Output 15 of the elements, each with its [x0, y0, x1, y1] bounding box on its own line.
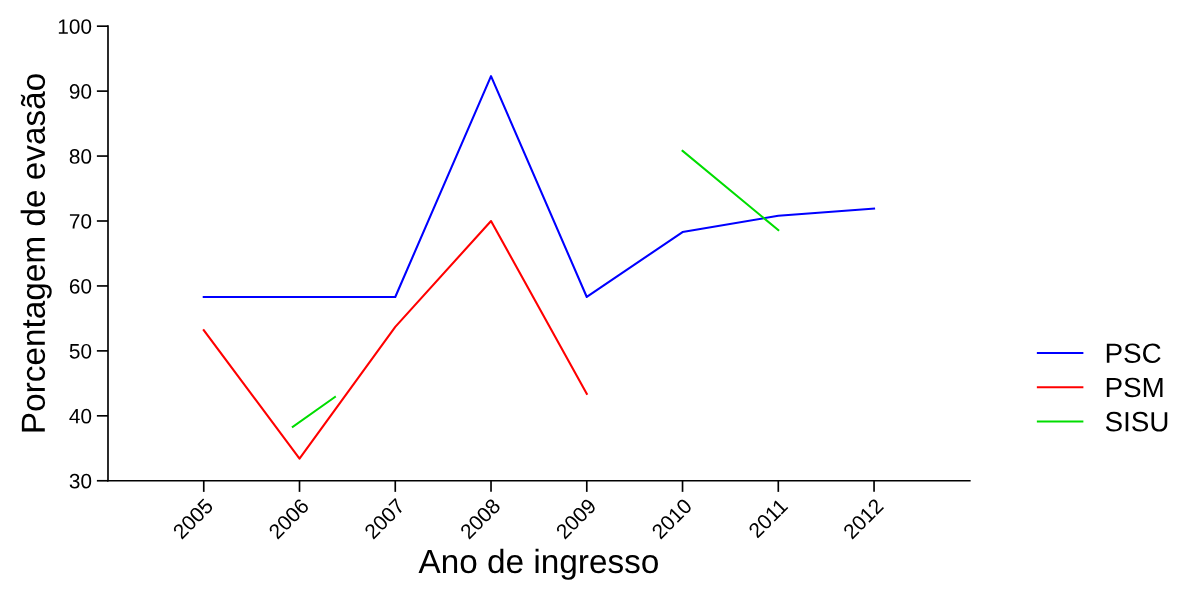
y-tick-label: 80	[69, 149, 92, 164]
y-tick-label: 30	[69, 473, 92, 489]
legend-label: PSC	[1106, 343, 1161, 364]
y-tick-label: 40	[69, 408, 92, 424]
y-tick-label: 50	[69, 343, 92, 359]
y-tick-label: 60	[69, 278, 92, 294]
x-axis-title: Ano de ingresso	[418, 548, 658, 580]
y-tick-label: 70	[69, 214, 92, 229]
y-tick-label: 100	[58, 19, 92, 34]
line-series	[202, 75, 876, 299]
line-series	[202, 219, 588, 460]
legend-label: PSM	[1106, 377, 1163, 398]
legend-label: SISU	[1105, 411, 1168, 432]
y-tick-label: 90	[69, 84, 92, 99]
y-axis-title: Porcentagem de evasão	[20, 74, 52, 432]
